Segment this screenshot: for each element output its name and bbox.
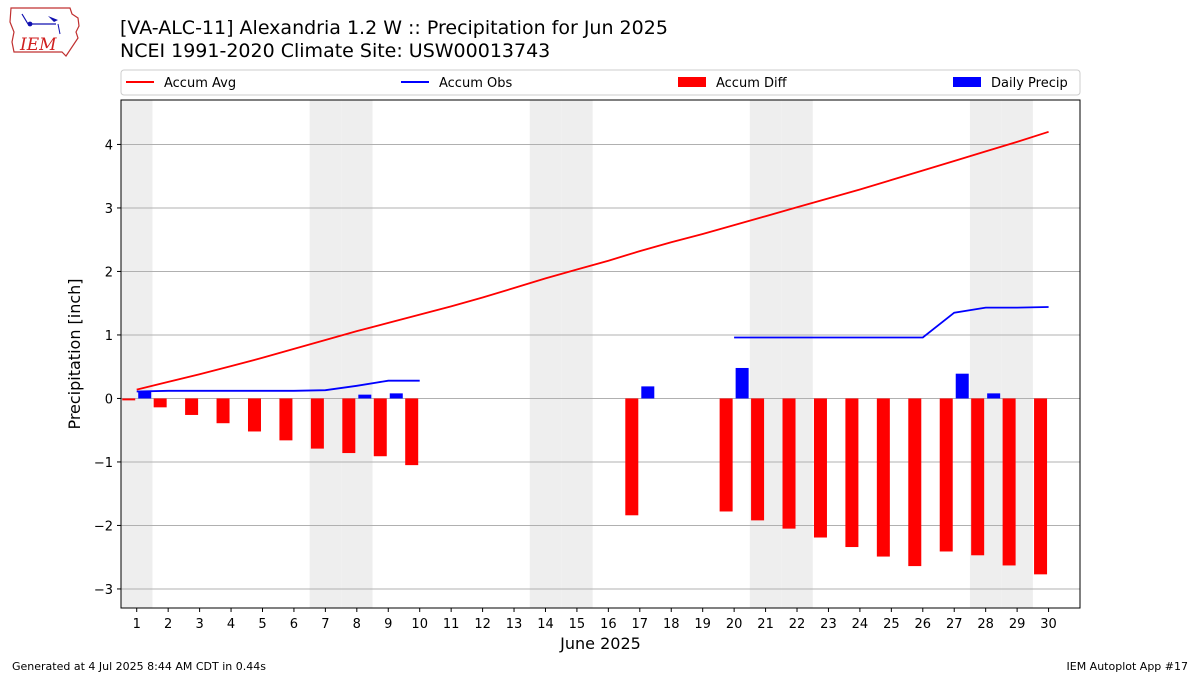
- accum-diff-bar: [216, 398, 230, 424]
- x-tick-label: 16: [600, 617, 617, 632]
- x-tick-label: 4: [227, 617, 235, 632]
- x-tick-label: 17: [632, 617, 649, 632]
- iem-logo: IEM: [8, 6, 82, 62]
- x-tick-label: 15: [569, 617, 586, 632]
- legend-accum-diff-swatch: [678, 77, 706, 87]
- y-tick-label: 4: [105, 138, 113, 153]
- accum-diff-bar: [939, 398, 953, 552]
- x-tick-label: 25: [883, 617, 900, 632]
- accum-diff-bar: [625, 398, 639, 516]
- x-tick-label: 24: [852, 617, 869, 632]
- x-tick-label: 12: [474, 617, 491, 632]
- accum-diff-bar: [876, 398, 890, 557]
- footer-app-text: IEM Autoplot App #17: [1066, 660, 1189, 673]
- accum-diff-bar: [751, 398, 765, 521]
- weekend-band: [749, 100, 782, 608]
- weekend-band: [309, 100, 342, 608]
- daily-precip-bar: [138, 391, 152, 399]
- accum-diff-bar: [782, 398, 796, 529]
- y-tick-label: −2: [94, 519, 113, 534]
- y-tick-label: 0: [105, 392, 113, 407]
- x-tick-label: 27: [946, 617, 963, 632]
- weekend-band: [341, 100, 373, 608]
- x-tick-label: 14: [537, 617, 554, 632]
- accum-diff-bar: [247, 398, 261, 432]
- accum-diff-bar: [1002, 398, 1016, 566]
- accum-diff-bar: [122, 398, 136, 401]
- accum-diff-bar: [971, 398, 985, 556]
- daily-precip-bar: [735, 367, 749, 399]
- x-tick-label: 22: [789, 617, 806, 632]
- y-tick-label: 3: [105, 202, 113, 217]
- legend-accum-avg-label: Accum Avg: [164, 76, 236, 91]
- x-tick-label: 5: [258, 617, 266, 632]
- accum-diff-bar: [153, 398, 167, 408]
- accum-diff-bar: [310, 398, 324, 449]
- legend-daily-precip-swatch: [953, 77, 981, 87]
- x-tick-label: 23: [820, 617, 837, 632]
- x-tick-label: 2: [164, 617, 172, 632]
- weekend-band: [529, 100, 562, 608]
- legend-box: [120, 69, 1081, 96]
- x-tick-label: 1: [133, 617, 141, 632]
- x-tick-label: 7: [321, 617, 329, 632]
- x-tick-label: 3: [195, 617, 203, 632]
- y-tick-label: 1: [105, 329, 113, 344]
- y-tick-label: −1: [94, 456, 113, 471]
- accum-diff-bar: [1034, 398, 1048, 575]
- x-tick-label: 13: [506, 617, 523, 632]
- daily-precip-bar: [389, 393, 403, 399]
- y-tick-label: 2: [105, 265, 113, 280]
- weekend-band: [561, 100, 593, 608]
- x-tick-label: 11: [443, 617, 460, 632]
- accum-diff-bar: [342, 398, 356, 454]
- accum-diff-bar: [813, 398, 827, 538]
- x-tick-label: 10: [411, 617, 428, 632]
- x-tick-label: 9: [384, 617, 392, 632]
- accum-diff-bar: [405, 398, 419, 466]
- accum-diff-bar: [908, 398, 922, 567]
- y-axis-label: Precipitation [inch]: [65, 278, 84, 429]
- x-tick-label: 6: [290, 617, 298, 632]
- daily-precip-bar: [358, 394, 372, 399]
- daily-precip-bar: [641, 386, 655, 399]
- weekend-band: [121, 100, 153, 608]
- chart-subtitle: NCEI 1991-2020 Climate Site: USW00013743: [120, 40, 551, 62]
- x-tick-label: 30: [1040, 617, 1057, 632]
- accum-diff-bar: [185, 398, 199, 415]
- chart-title: [VA-ALC-11] Alexandria 1.2 W :: Precipit…: [120, 17, 668, 39]
- accum-obs-line: [136, 306, 1049, 393]
- x-tick-label: 18: [663, 617, 680, 632]
- daily-precip-bar: [955, 373, 969, 399]
- accum-avg-line: [136, 130, 1049, 391]
- x-axis-label: June 2025: [559, 634, 641, 653]
- x-tick-label: 19: [694, 617, 711, 632]
- legend-daily-precip-label: Daily Precip: [991, 76, 1068, 91]
- x-tick-label: 29: [1009, 617, 1026, 632]
- plot-frame: [120, 99, 1081, 609]
- weekend-band: [781, 100, 813, 608]
- accum-diff-bar: [719, 398, 733, 512]
- footer-generated-text: Generated at 4 Jul 2025 8:44 AM CDT in 0…: [12, 660, 266, 673]
- accum-diff-bar: [373, 398, 387, 457]
- accum-diff-bar: [845, 398, 859, 548]
- legend: Accum Avg Accum Obs Accum Diff Daily Precip: [120, 69, 1081, 96]
- legend-accum-diff-label: Accum Diff: [716, 76, 788, 91]
- accum-diff-bar: [279, 398, 293, 441]
- svg-text:IEM: IEM: [19, 35, 57, 55]
- y-tick-label: −3: [94, 583, 113, 598]
- x-tick-label: 8: [353, 617, 361, 632]
- x-tick-label: 21: [757, 617, 774, 632]
- legend-accum-obs-label: Accum Obs: [439, 76, 512, 91]
- x-tick-label: 28: [977, 617, 994, 632]
- x-tick-label: 26: [915, 617, 932, 632]
- x-tick-label: 20: [726, 617, 743, 632]
- daily-precip-bar: [987, 393, 1001, 399]
